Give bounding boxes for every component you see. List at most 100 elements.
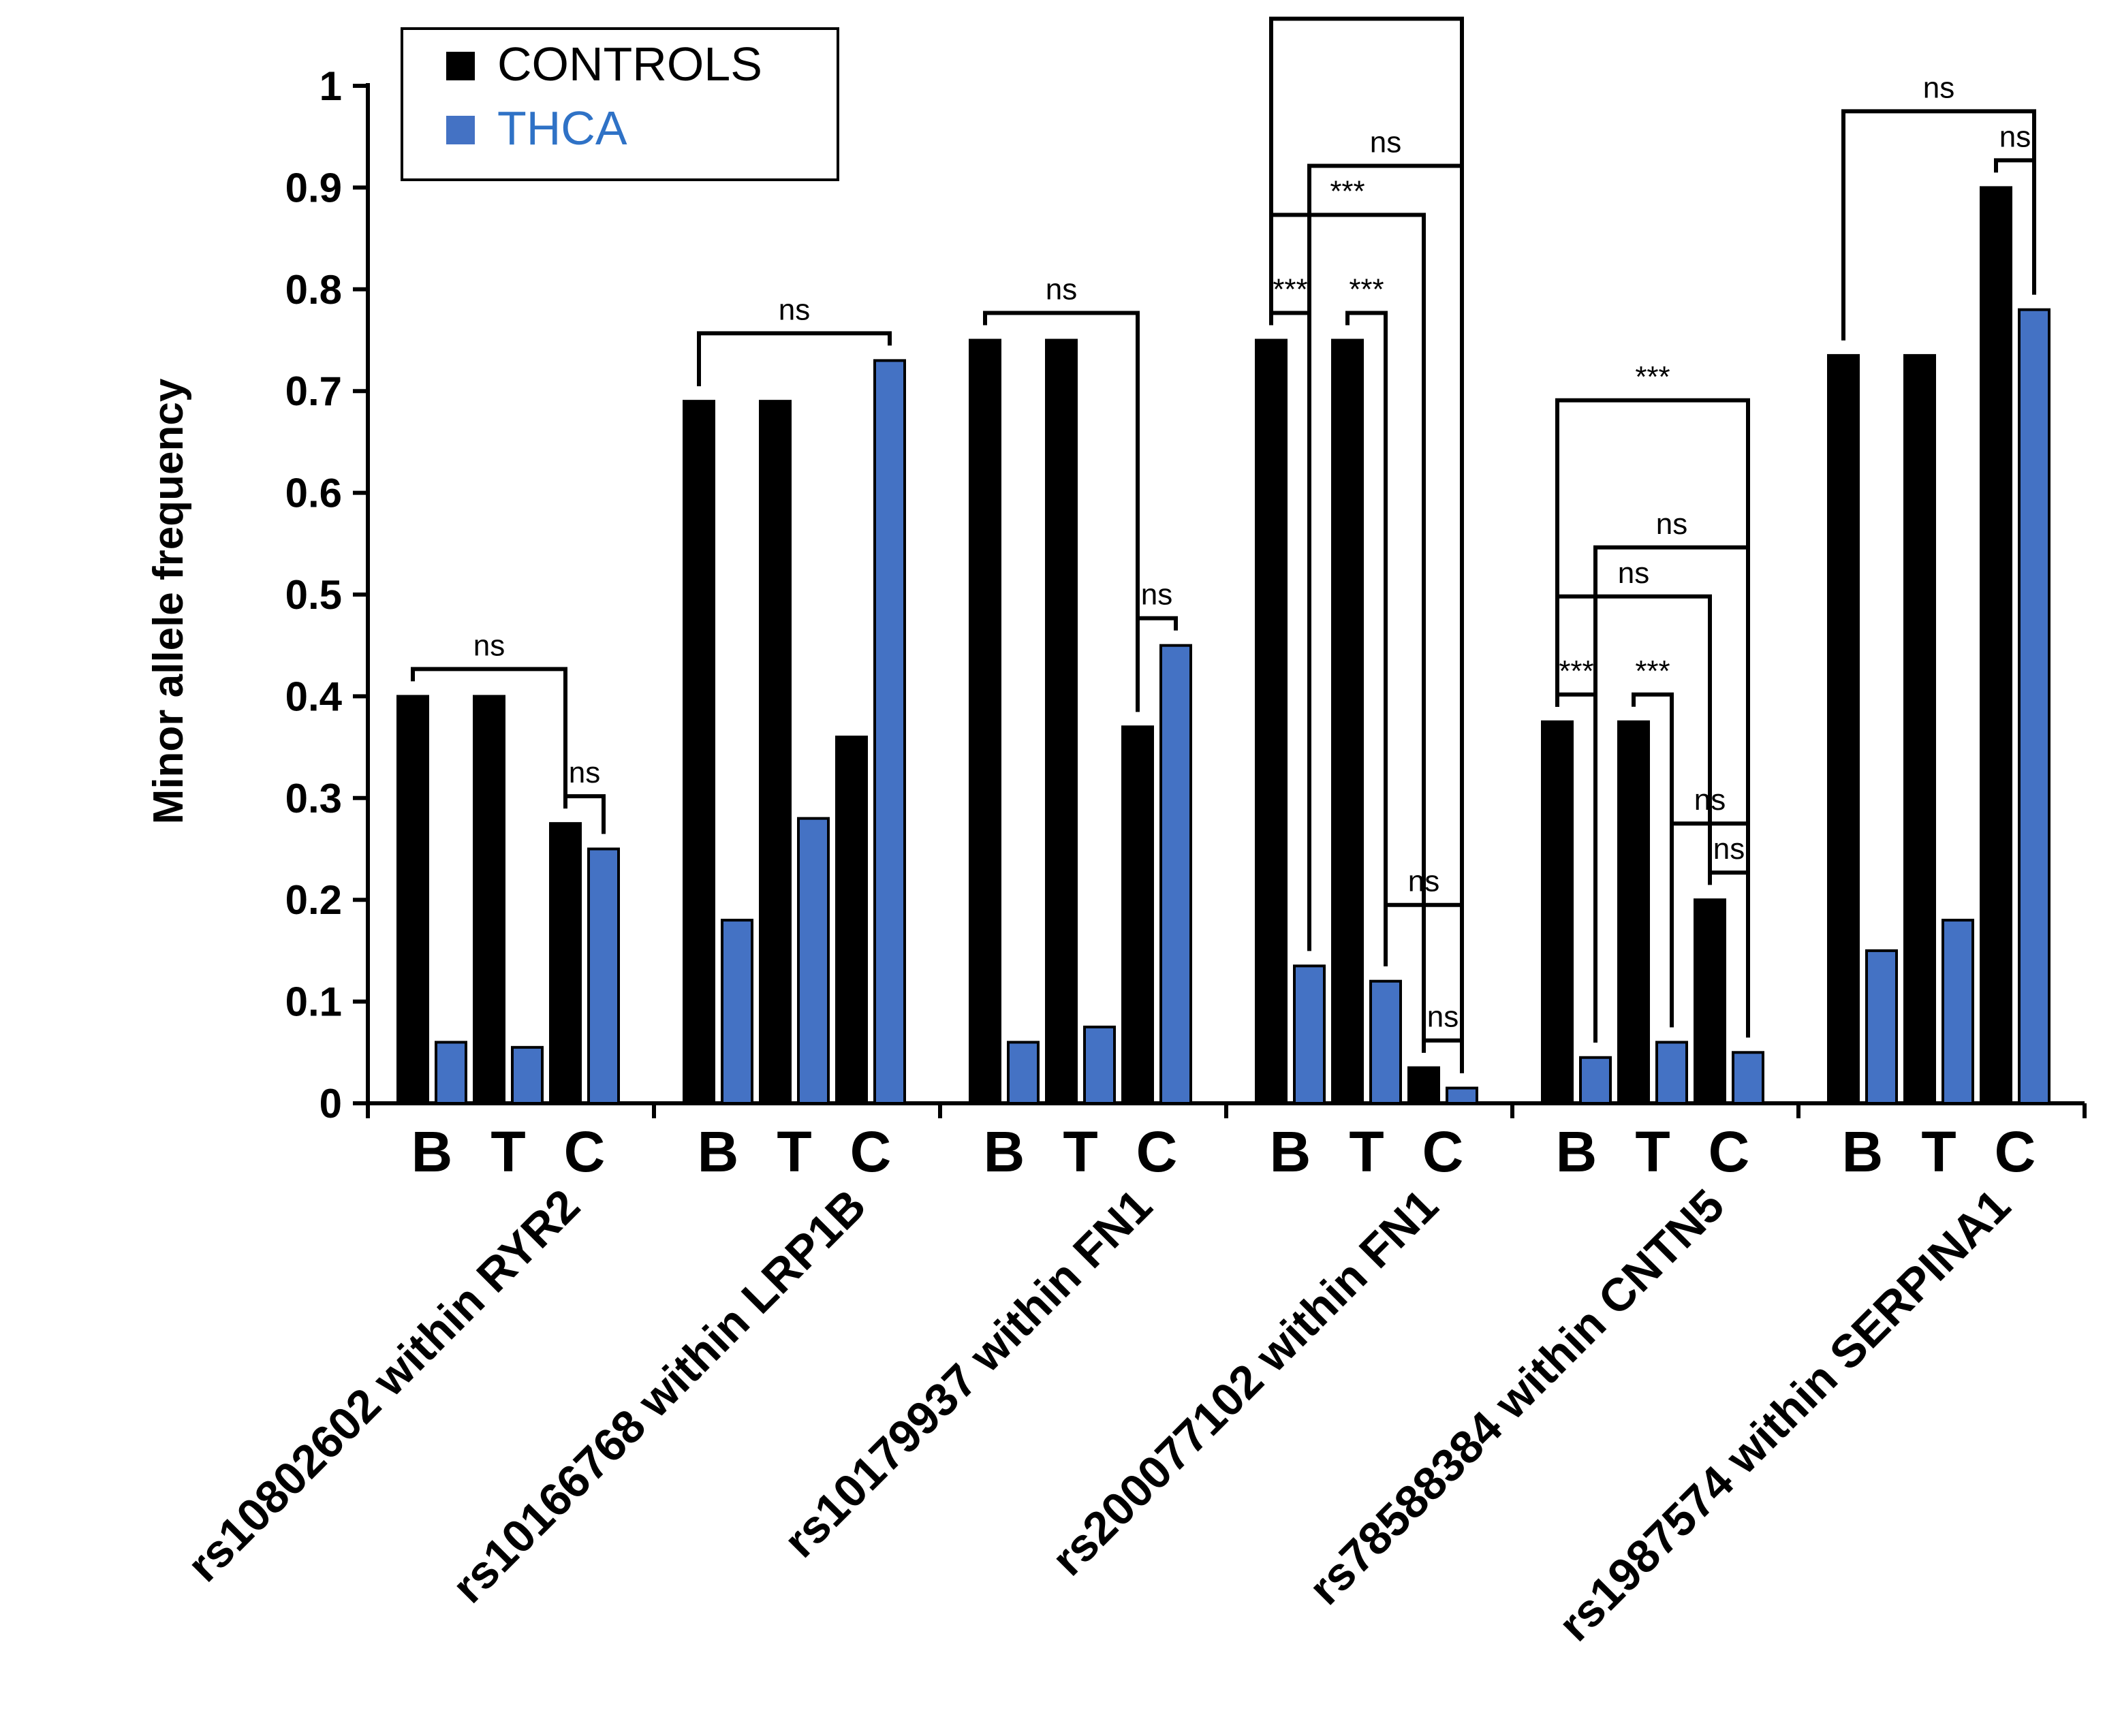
- bar-thca-t: [797, 817, 830, 1105]
- significance-label: ns: [1141, 578, 1172, 612]
- legend-swatch-thca: [446, 116, 475, 144]
- bar-controls-t: [1331, 338, 1364, 1105]
- significance-label: ***: [1349, 273, 1384, 306]
- bar-controls-t: [759, 400, 792, 1105]
- y-axis-label: Minor allele frequency: [145, 378, 192, 824]
- significance-label: ns: [1618, 556, 1649, 590]
- bar-controls-b: [1255, 338, 1288, 1105]
- bar-thca-t: [1083, 1025, 1116, 1105]
- significance-bracket: [1422, 1038, 1464, 1073]
- subcategory-label: T: [1063, 1120, 1097, 1184]
- bar-controls-b: [683, 400, 715, 1105]
- significance-bracket: [1345, 311, 1388, 966]
- subcategory-label: C: [1709, 1120, 1750, 1184]
- bar-controls-c: [1694, 898, 1726, 1105]
- bar-controls-c: [835, 736, 868, 1105]
- significance-bracket: [1708, 870, 1750, 1038]
- legend-label-thca: THCA: [497, 101, 627, 155]
- significance-bracket: [1269, 16, 1464, 1073]
- bar-controls-b: [969, 338, 1001, 1105]
- y-tick-label: 0.8: [285, 267, 342, 313]
- significance-bracket: [1269, 311, 1311, 951]
- subcategory-label: T: [777, 1120, 811, 1184]
- bar-controls-c: [1407, 1066, 1440, 1105]
- significance-brackets: nsnsnsnsns******nsns******ns***nsnsns***…: [411, 0, 2036, 1073]
- bar-controls-b: [1541, 720, 1574, 1105]
- significance-bracket: [697, 331, 892, 387]
- subcategory-label: T: [1921, 1120, 1956, 1184]
- subcategory-label: B: [1556, 1120, 1597, 1184]
- significance-label: ***: [1349, 0, 1384, 12]
- bar-thca-b: [721, 919, 753, 1105]
- bar-thca-c: [1159, 644, 1192, 1105]
- bar-thca-t: [1655, 1041, 1688, 1105]
- y-tick-label: 0.3: [285, 776, 342, 821]
- y-tick-label: 0: [319, 1081, 342, 1126]
- legend-label-controls: CONTROLS: [497, 37, 762, 91]
- bar-controls-t: [473, 695, 505, 1105]
- significance-label: ***: [1635, 654, 1670, 688]
- significance-label: ns: [1046, 273, 1077, 306]
- significance-label: ***: [1330, 175, 1365, 208]
- bar-thca-b: [1865, 949, 1898, 1105]
- bar-controls-b: [396, 695, 429, 1105]
- bar-thca-c: [873, 359, 906, 1105]
- bar-thca-b: [1579, 1056, 1612, 1105]
- significance-bracket: [411, 667, 567, 809]
- subcategory-label: T: [1635, 1120, 1670, 1184]
- significance-label: ns: [779, 293, 810, 326]
- significance-label: ns: [1656, 507, 1687, 541]
- significance-bracket: [1994, 158, 2036, 295]
- significance-label: ns: [1999, 120, 2031, 153]
- significance-label: ns: [1713, 832, 1745, 866]
- bar-thca-b: [1007, 1041, 1040, 1105]
- subcategory-label: C: [1995, 1120, 2036, 1184]
- subcategory-label: C: [1422, 1120, 1464, 1184]
- significance-bracket: [1269, 212, 1426, 1053]
- y-tick-label: 0.1: [285, 979, 342, 1025]
- snp-group-label: rs1987574 within SERPINA1: [1548, 1180, 2020, 1651]
- significance-label: ns: [1923, 71, 1954, 104]
- subcategory-label: T: [1349, 1120, 1384, 1184]
- significance-label: ***: [1559, 654, 1593, 688]
- bar-thca-t: [1369, 979, 1402, 1105]
- bar-controls-c: [1980, 186, 2012, 1105]
- significance-label: ns: [1370, 126, 1401, 159]
- subcategory-label: B: [984, 1120, 1025, 1184]
- subcategory-label: C: [564, 1120, 606, 1184]
- significance-label: ns: [1694, 783, 1726, 817]
- y-tick-label: 0.2: [285, 877, 342, 923]
- significance-bracket: [1555, 594, 1712, 885]
- bar-thca-c: [1732, 1051, 1764, 1105]
- bar-controls-b: [1827, 353, 1860, 1105]
- bar-thca-t: [511, 1045, 544, 1105]
- y-tick-label: 0.6: [285, 471, 342, 516]
- bar-controls-c: [549, 822, 582, 1105]
- significance-bracket: [983, 311, 1140, 712]
- subcategory-label: T: [490, 1120, 525, 1184]
- bar-thca-c: [2018, 308, 2051, 1105]
- significance-label: ns: [1408, 865, 1439, 898]
- legend: CONTROLS THCA: [401, 27, 839, 181]
- bar-controls-t: [1617, 720, 1650, 1105]
- subcategory-label: B: [698, 1120, 739, 1184]
- y-tick-label: 0.4: [285, 674, 343, 719]
- significance-bracket: [563, 794, 606, 834]
- y-tick-label: 0.9: [285, 165, 342, 210]
- bar-controls-c: [1121, 725, 1154, 1105]
- subcategory-label: C: [850, 1120, 892, 1184]
- bars: [396, 186, 2051, 1105]
- significance-label: ***: [1635, 360, 1670, 394]
- significance-label: ns: [473, 629, 505, 662]
- significance-bracket: [1136, 616, 1178, 712]
- significance-bracket: [1555, 692, 1597, 1043]
- bar-thca-t: [1942, 919, 1974, 1105]
- bar-thca-c: [587, 847, 620, 1105]
- bar-controls-t: [1903, 353, 1936, 1105]
- legend-swatch-controls: [446, 52, 475, 80]
- subcategory-label: B: [1842, 1120, 1884, 1184]
- bar-thca-b: [435, 1041, 467, 1105]
- y-tick-label: 1: [319, 63, 342, 109]
- significance-label: ns: [569, 756, 600, 789]
